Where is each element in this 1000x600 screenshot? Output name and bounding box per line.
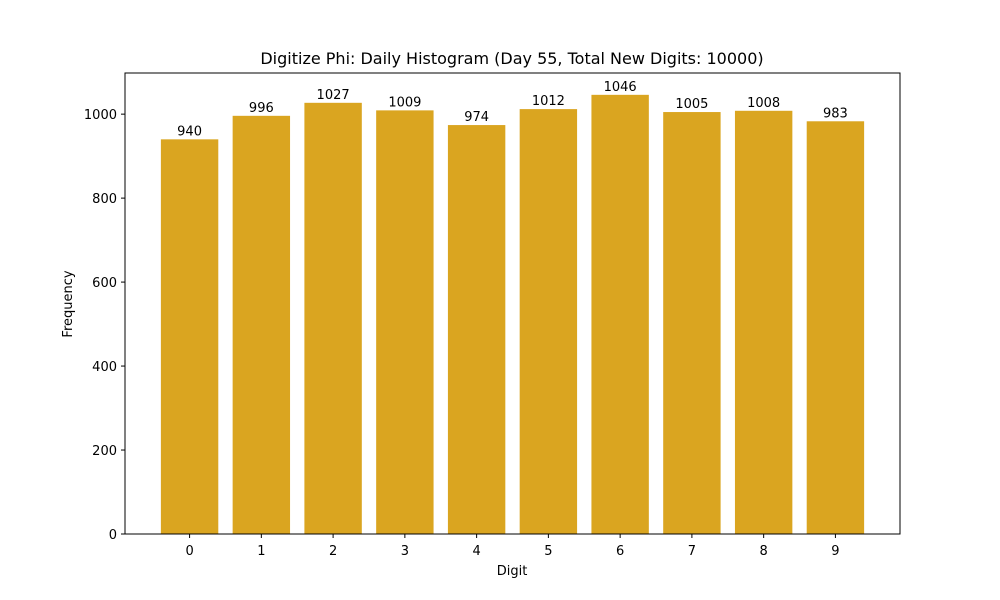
x-axis: 0 1 2 3 4 5 6 7 8 9: [185, 534, 840, 559]
bar-digit-1: [232, 115, 291, 534]
x-tick-label: 5: [544, 544, 552, 559]
bar-value-label: 940: [177, 124, 202, 139]
bar-value-label: 983: [823, 106, 848, 121]
bar-digit-6: [591, 94, 649, 534]
x-tick-label: 8: [760, 544, 768, 559]
y-tick-label: 400: [92, 360, 117, 375]
x-tick-label: 9: [831, 544, 839, 559]
x-tick-label: 2: [329, 544, 337, 559]
bar-value-label: 974: [464, 110, 489, 125]
bar-digit-9: [806, 121, 865, 535]
chart-title: Digitize Phi: Daily Histogram (Day 55, T…: [260, 49, 763, 68]
bar-digit-4: [447, 125, 506, 535]
y-axis: 0 200 400 600 800 1000: [84, 108, 125, 543]
x-tick-label: 0: [185, 544, 193, 559]
y-tick-label: 600: [92, 276, 117, 291]
bar-digit-0: [160, 139, 219, 534]
y-tick-label: 200: [92, 444, 117, 459]
x-axis-label: Digit: [497, 564, 528, 579]
bars-group: [160, 94, 865, 535]
bar-digit-3: [376, 110, 434, 534]
x-tick-label: 6: [616, 544, 624, 559]
bar-value-labels: 940 996 1027 1009 974 1012 1046 1005 1008 983: [177, 80, 848, 140]
bar-value-label: 1009: [388, 95, 421, 110]
bar-value-label: 996: [249, 101, 274, 116]
x-tick-label: 3: [401, 544, 409, 559]
bar-digit-7: [663, 112, 721, 534]
bar-value-label: 1012: [532, 94, 565, 109]
bar-value-label: 1046: [604, 80, 637, 95]
plot-frame: [124, 72, 901, 535]
x-tick-label: 4: [472, 544, 480, 559]
y-tick-label: 800: [92, 192, 117, 207]
bar-digit-2: [304, 102, 362, 534]
y-tick-label: 0: [109, 528, 117, 543]
y-tick-label: 1000: [84, 108, 117, 123]
bar-value-label: 1008: [747, 96, 780, 111]
x-tick-label: 7: [688, 544, 696, 559]
y-axis-label: Frequency: [61, 270, 76, 337]
bar-digit-8: [734, 110, 793, 534]
bar-value-label: 1005: [675, 97, 708, 112]
x-tick-label: 1: [257, 544, 265, 559]
bar-digit-5: [519, 109, 578, 534]
bar-value-label: 1027: [317, 88, 350, 103]
